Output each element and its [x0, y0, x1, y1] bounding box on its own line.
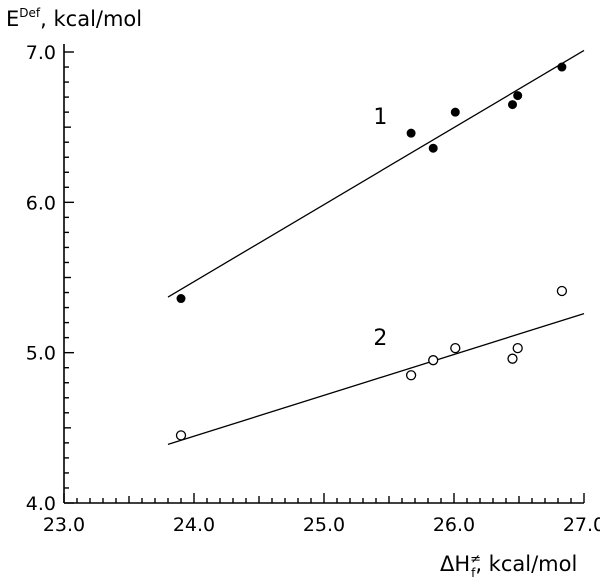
fit-line-series-1 [167, 49, 585, 298]
open-data-point [428, 355, 439, 366]
y-axis-title-unit: , kcal/mol [40, 7, 142, 31]
x-ticks: 23.0 24.0 25.0 26.0 27.0 [43, 493, 600, 536]
open-data-point [507, 353, 518, 364]
open-data-point [175, 430, 187, 441]
x-tick-label: 27.0 [563, 514, 600, 536]
x-axis-title-superscript: ≠ [470, 552, 481, 567]
filled-data-point [508, 100, 517, 110]
series-layer: 12 [167, 49, 585, 445]
filled-data-point [428, 143, 438, 153]
y-axis-title: EDef, kcal/mol [6, 6, 142, 31]
x-tick-label: 24.0 [173, 514, 215, 536]
open-data-point [556, 285, 568, 297]
x-tick-label: 23.0 [43, 514, 85, 536]
x-tick-label: 26.0 [433, 514, 475, 536]
x-tick-label: 25.0 [303, 514, 345, 536]
y-tick-label: 7.0 [26, 42, 56, 64]
y-tick-label: 6.0 [26, 192, 56, 214]
x-axis-title-main: ΔH [440, 552, 470, 576]
x-axis-title-unit: , kcal/mol [475, 552, 577, 576]
y-ticks: 4.0 5.0 6.0 7.0 [26, 42, 74, 515]
x-axis-title: ΔH≠ f, kcal/mol [440, 552, 577, 580]
series-2: 2 [167, 285, 585, 445]
y-axis-title-superscript: Def [19, 6, 41, 20]
y-tick-label: 5.0 [26, 343, 56, 365]
filled-data-point [513, 91, 523, 101]
filled-data-point [406, 128, 416, 138]
fit-line-series-2 [167, 312, 585, 445]
x-axis-title-subscript: f [471, 566, 476, 580]
filled-data-point [450, 107, 460, 117]
open-data-point [512, 343, 523, 354]
series-1: 1 [167, 49, 585, 304]
axes [63, 44, 584, 504]
y-axis-title-main: E [6, 7, 19, 31]
y-tick-label: 4.0 [26, 493, 56, 515]
filled-data-point [176, 294, 186, 304]
series-label-2: 2 [373, 326, 387, 351]
series-label-1: 1 [373, 105, 387, 130]
open-data-point [450, 343, 461, 354]
filled-data-point [557, 62, 567, 72]
open-data-point [405, 370, 417, 381]
